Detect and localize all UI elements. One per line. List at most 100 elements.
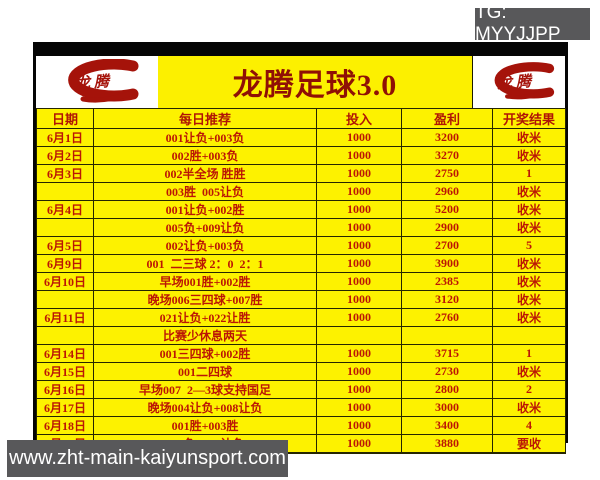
table-cell: 005负+009让负	[93, 218, 317, 237]
table-cell: 021让负+022让胜	[93, 308, 317, 327]
table-cell	[401, 452, 493, 454]
table-cell: 1000	[316, 128, 402, 147]
table-cell: 6月11日	[36, 308, 94, 327]
column-header-stake: 投入	[316, 108, 402, 129]
table-cell: 比赛少休息两天	[93, 326, 317, 345]
table-row: 晚场006三四球+007胜 1000 3120 收米	[36, 290, 566, 309]
content-frame: 龙腾 龙腾足球3.0 龙腾	[33, 42, 568, 454]
table-row: 6月11日 021让负+022让胜 1000 2760 收米	[36, 308, 566, 327]
table-cell	[36, 326, 94, 345]
table-row: 比赛少休息两天	[36, 326, 566, 345]
table-cell: 早场001胜+002胜	[93, 272, 317, 291]
table-cell: 晚场006三四球+007胜	[93, 290, 317, 309]
table-cell: 5200	[401, 200, 493, 219]
logo-left-box: 龙腾	[36, 56, 158, 108]
table-row: 005负+009让负 1000 2900 收米	[36, 218, 566, 237]
table-cell: 1000	[316, 272, 402, 291]
table-row: 6月1日 001让负+003负 1000 3200 收米	[36, 128, 566, 147]
table-cell: 2385	[401, 272, 493, 291]
tg-contact-badge: TG: MYYJJPP	[475, 2, 590, 45]
table-cell: 002半全场 胜胜	[93, 164, 317, 183]
table-row: 6月14日 001三四球+002胜 1000 3715 1	[36, 344, 566, 363]
table-cell: 001让负+002胜	[93, 200, 317, 219]
table-row: 6月17日 晚场004让负+008让负 1000 3000 收米	[36, 398, 566, 417]
table-cell: 1000	[316, 380, 402, 399]
table-row: 6月5日 002让负+003负 1000 2700 5	[36, 236, 566, 255]
table-cell	[401, 326, 493, 345]
table-row: 6月16日 早场007 2—3球支持国足 1000 2800 2	[36, 380, 566, 399]
table-cell: 003胜 005让负	[93, 182, 317, 201]
table-cell: 1000	[316, 236, 402, 255]
table-cell: 收米	[492, 146, 566, 165]
site-url-label: www.zht-main-kaiyunsport.com	[9, 447, 286, 469]
table-cell	[316, 452, 402, 454]
table-cell: 6月15日	[36, 362, 94, 381]
column-header-date: 日期	[36, 108, 94, 129]
table-cell: 晚场004让负+008让负	[93, 398, 317, 417]
table-cell: 1000	[316, 146, 402, 165]
table-cell: 6月17日	[36, 398, 94, 417]
table-cell: 2	[492, 380, 566, 399]
table-row: 6月9日 001 二三球 2：0 2：1 1000 3900 收米	[36, 254, 566, 273]
table-cell	[36, 218, 94, 237]
table-cell: 3000	[401, 398, 493, 417]
table-cell: 6月10日	[36, 272, 94, 291]
table-cell: 6月1日	[36, 128, 94, 147]
column-header-reco: 每日推荐	[93, 108, 317, 129]
table-header-row: 日期 每日推荐 投入 盈利 开奖结果	[36, 108, 566, 129]
table-cell: 3880	[401, 434, 493, 453]
table-cell: 002胜+003负	[93, 146, 317, 165]
table-cell: 3120	[401, 290, 493, 309]
table-row: 6月2日 002胜+003负 1000 3270 收米	[36, 146, 566, 165]
dragon-logo-icon: 龙腾	[475, 59, 563, 105]
table-cell: 5	[492, 236, 566, 255]
table-cell: 001 二三球 2：0 2：1	[93, 254, 317, 273]
table-cell: 001三四球+002胜	[93, 344, 317, 363]
table-cell: 要收	[492, 434, 566, 453]
table-cell: 1000	[316, 398, 402, 417]
table-cell: 收米	[492, 362, 566, 381]
column-header-result: 开奖结果	[492, 108, 566, 129]
table-cell: 3270	[401, 146, 493, 165]
table-cell: 收米	[492, 218, 566, 237]
table-cell: 1000	[316, 362, 402, 381]
table-cell: 2760	[401, 308, 493, 327]
table-cell: 1000	[316, 344, 402, 363]
table-cell: 001二四球	[93, 362, 317, 381]
table-cell: 2730	[401, 362, 493, 381]
tg-contact-label: TG: MYYJJPP	[475, 2, 561, 45]
table-cell: 002让负+003负	[93, 236, 317, 255]
table-cell: 6月9日	[36, 254, 94, 273]
table-cell: 收米	[492, 398, 566, 417]
results-table-body: 6月1日 001让负+003负 1000 3200 收米 6月2日 002胜+003负 100…	[36, 128, 566, 454]
table-cell	[492, 452, 566, 454]
site-url-badge: www.zht-main-kaiyunsport.com	[7, 440, 288, 477]
logo-text: 龙腾	[74, 73, 114, 93]
table-row: 003胜 005让负 1000 2960 收米	[36, 182, 566, 201]
table-cell	[36, 182, 94, 201]
table-cell: 1000	[316, 164, 402, 183]
table-cell: 收米	[492, 128, 566, 147]
table-cell: 2800	[401, 380, 493, 399]
table-row: 6月4日 001让负+002胜 1000 5200 收米	[36, 200, 566, 219]
table-cell: 4	[492, 416, 566, 435]
table-cell: 1000	[316, 200, 402, 219]
table-cell	[492, 326, 566, 345]
table-cell: 6月4日	[36, 200, 94, 219]
table-cell: 2700	[401, 236, 493, 255]
results-table: 日期 每日推荐 投入 盈利 开奖结果 6月1日 001让负+003负 1000 320…	[36, 108, 566, 454]
logo-text: 龙腾	[496, 73, 536, 93]
title-box: 龙腾足球3.0	[158, 56, 472, 108]
table-cell: 1000	[316, 218, 402, 237]
table-cell: 1000	[316, 434, 402, 453]
column-header-profit: 盈利	[401, 108, 493, 129]
table-cell: 3400	[401, 416, 493, 435]
dragon-logo-icon: 龙腾	[45, 59, 149, 105]
table-row: 6月18日 001胜+003胜 1000 3400 4	[36, 416, 566, 435]
table-cell: 3715	[401, 344, 493, 363]
table-cell: 1	[492, 344, 566, 363]
table-row: 6月15日 001二四球 1000 2730 收米	[36, 362, 566, 381]
table-cell: 6月3日	[36, 164, 94, 183]
table-cell: 001胜+003胜	[93, 416, 317, 435]
table-cell: 6月14日	[36, 344, 94, 363]
